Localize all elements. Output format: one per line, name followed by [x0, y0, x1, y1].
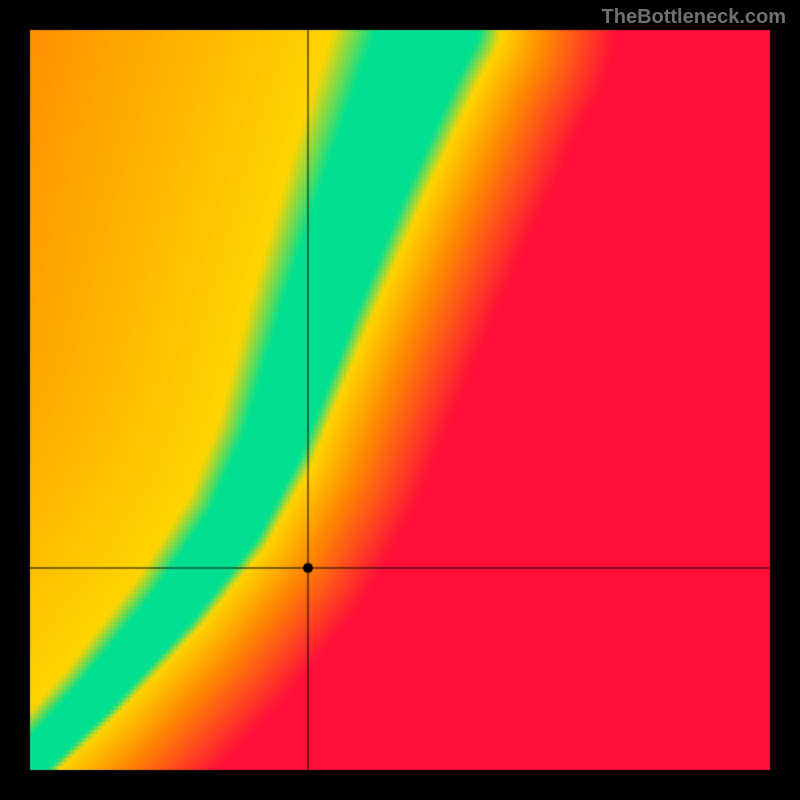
chart-container: TheBottleneck.com	[0, 0, 800, 800]
watermark-text: TheBottleneck.com	[602, 6, 786, 29]
heatmap-canvas	[0, 0, 800, 800]
